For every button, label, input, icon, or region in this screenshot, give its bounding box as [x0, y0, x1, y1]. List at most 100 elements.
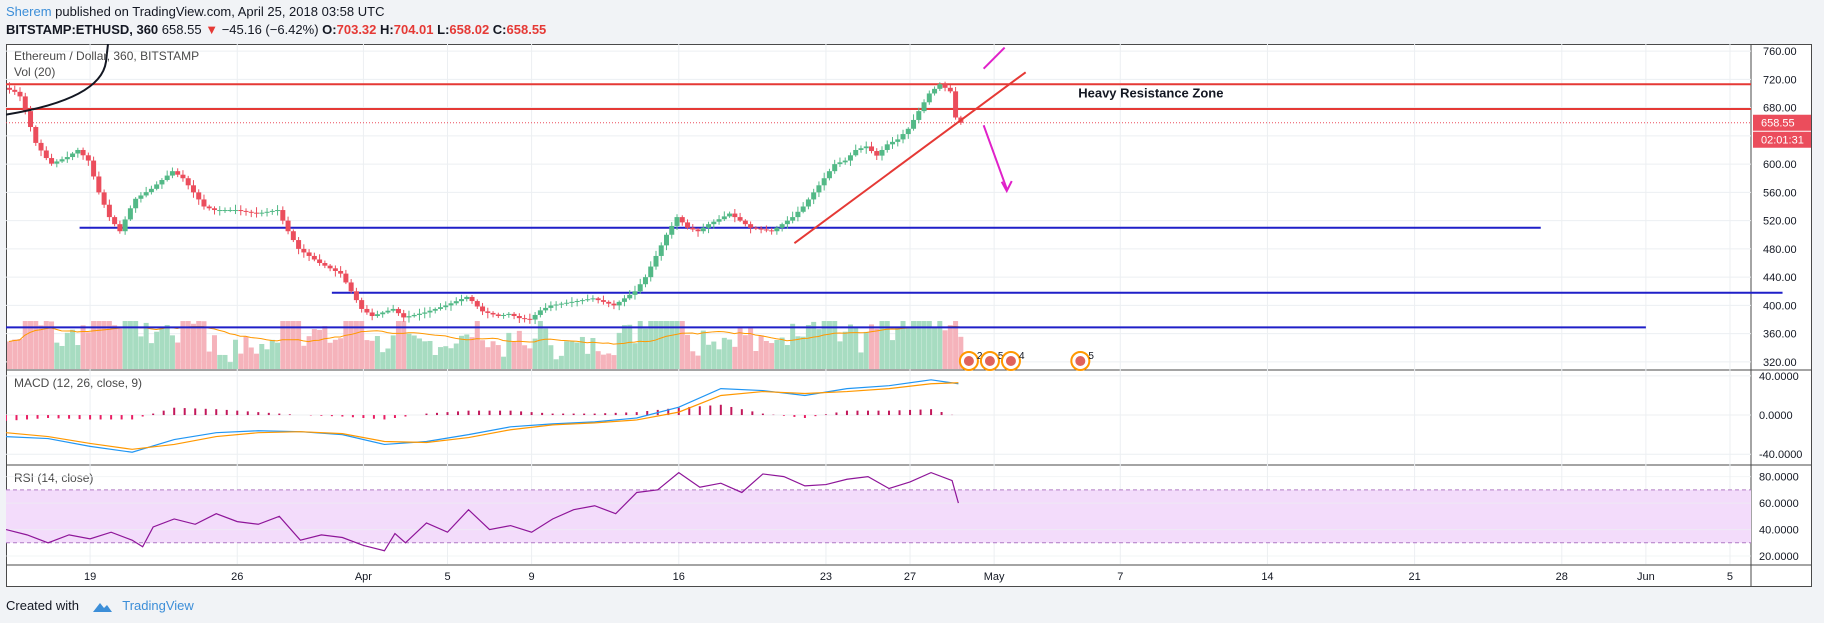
candle-down	[117, 224, 123, 232]
projection-arrow-up	[982, 46, 1006, 70]
candle-down	[49, 158, 55, 164]
volume-bar	[779, 337, 785, 369]
candle-up	[821, 178, 827, 186]
volume-bar	[175, 342, 181, 369]
tradingview-link[interactable]: TradingView	[122, 598, 194, 613]
volume-bar	[138, 336, 144, 369]
volume-bar	[616, 332, 622, 369]
volume-bar	[33, 321, 39, 369]
event-flag-icon	[984, 356, 995, 366]
candle-down	[185, 178, 191, 186]
volume-bar	[506, 332, 512, 369]
candle-up	[858, 148, 864, 150]
volume-bar	[905, 327, 911, 369]
candle-up	[884, 144, 890, 150]
volume-bar	[621, 325, 627, 369]
volume-bar	[868, 324, 874, 369]
volume-bar	[127, 321, 133, 369]
volume-bar	[685, 334, 691, 369]
candle-down	[211, 208, 217, 211]
volume-bar	[790, 323, 796, 369]
candle-down	[753, 227, 759, 229]
candle-down	[112, 217, 118, 225]
candle-up	[222, 210, 228, 212]
volume-bar	[117, 328, 123, 369]
candle-up	[390, 308, 396, 311]
volume-bar	[185, 321, 191, 369]
volume-bar	[380, 352, 386, 369]
candle-up	[569, 301, 575, 303]
volume-bar	[947, 325, 953, 369]
volume-bar	[769, 343, 775, 369]
volume-bar	[28, 321, 34, 369]
volume-bar	[122, 321, 128, 369]
volume-bar	[532, 338, 538, 369]
volume-bar	[826, 321, 832, 369]
candle-up	[932, 88, 938, 94]
candle-up	[700, 227, 706, 232]
volume-bar	[900, 321, 906, 369]
author-link[interactable]: Sherem	[6, 4, 52, 19]
candle-up	[585, 299, 591, 301]
volume-bar	[101, 321, 107, 369]
volume-bar	[290, 321, 296, 369]
x-tick-label: 7	[1117, 571, 1123, 583]
volume-bar	[448, 348, 454, 369]
volume-bar	[385, 348, 391, 369]
volume-bar	[269, 339, 275, 369]
candle-down	[285, 220, 291, 232]
volume-bar	[632, 343, 638, 369]
candle-down	[685, 222, 691, 228]
candle-down	[737, 217, 743, 221]
volume-bar	[569, 341, 575, 369]
rsi-line	[6, 471, 959, 552]
low-value: 658.02	[449, 22, 490, 37]
candle-down	[522, 318, 528, 320]
candle-down	[758, 228, 764, 230]
volume-bar	[343, 321, 349, 369]
candle-up	[863, 146, 869, 149]
volume-bar	[190, 323, 196, 369]
macd-tick-label: 40.0000	[1759, 371, 1799, 383]
volume-bar	[716, 349, 722, 369]
volume-bar	[296, 321, 302, 369]
candle-up	[895, 139, 901, 142]
candle-down	[38, 142, 44, 151]
volume-bar	[637, 321, 643, 369]
candle-down	[206, 206, 212, 209]
volume-bar	[842, 331, 848, 369]
volume-bar	[264, 349, 270, 369]
volume-bar	[43, 321, 49, 369]
candle-down	[480, 306, 486, 312]
volume-bar	[611, 355, 617, 369]
x-tick-label: 5	[444, 571, 450, 583]
resistance-zone-label: Heavy Resistance Zone	[1078, 86, 1223, 101]
created-with-label: Created with	[6, 598, 79, 613]
volume-bar	[748, 327, 754, 369]
candle-up	[558, 303, 564, 305]
rsi-tick-label: 40.0000	[1759, 525, 1799, 537]
candle-up	[800, 206, 806, 212]
volume-bar	[338, 338, 344, 369]
candle-down	[317, 259, 323, 264]
volume-bar	[143, 322, 149, 369]
volume-bar	[679, 321, 685, 369]
volume-bar	[427, 340, 433, 369]
volume-bar	[800, 336, 806, 369]
volume-bar	[527, 348, 533, 369]
price-tick-label: 720.00	[1763, 74, 1797, 86]
volume-bar	[916, 321, 922, 369]
volume-bar	[416, 338, 422, 369]
candle-up	[905, 128, 911, 135]
volume-bar	[280, 321, 286, 369]
volume-bar	[664, 321, 670, 369]
high-value: 704.01	[393, 22, 434, 37]
volume-bar	[453, 343, 459, 369]
volume-bar	[700, 330, 706, 369]
candle-up	[811, 192, 817, 200]
trading-chart[interactable]: 19 26 Apr 5 9 16 23 27 May 7 14 21 28 Jun 5 760.00 720.0…	[6, 44, 1812, 587]
candle-down	[22, 96, 28, 112]
candle-down	[763, 229, 769, 231]
volume-bar	[758, 335, 764, 369]
candle-down	[196, 192, 202, 200]
